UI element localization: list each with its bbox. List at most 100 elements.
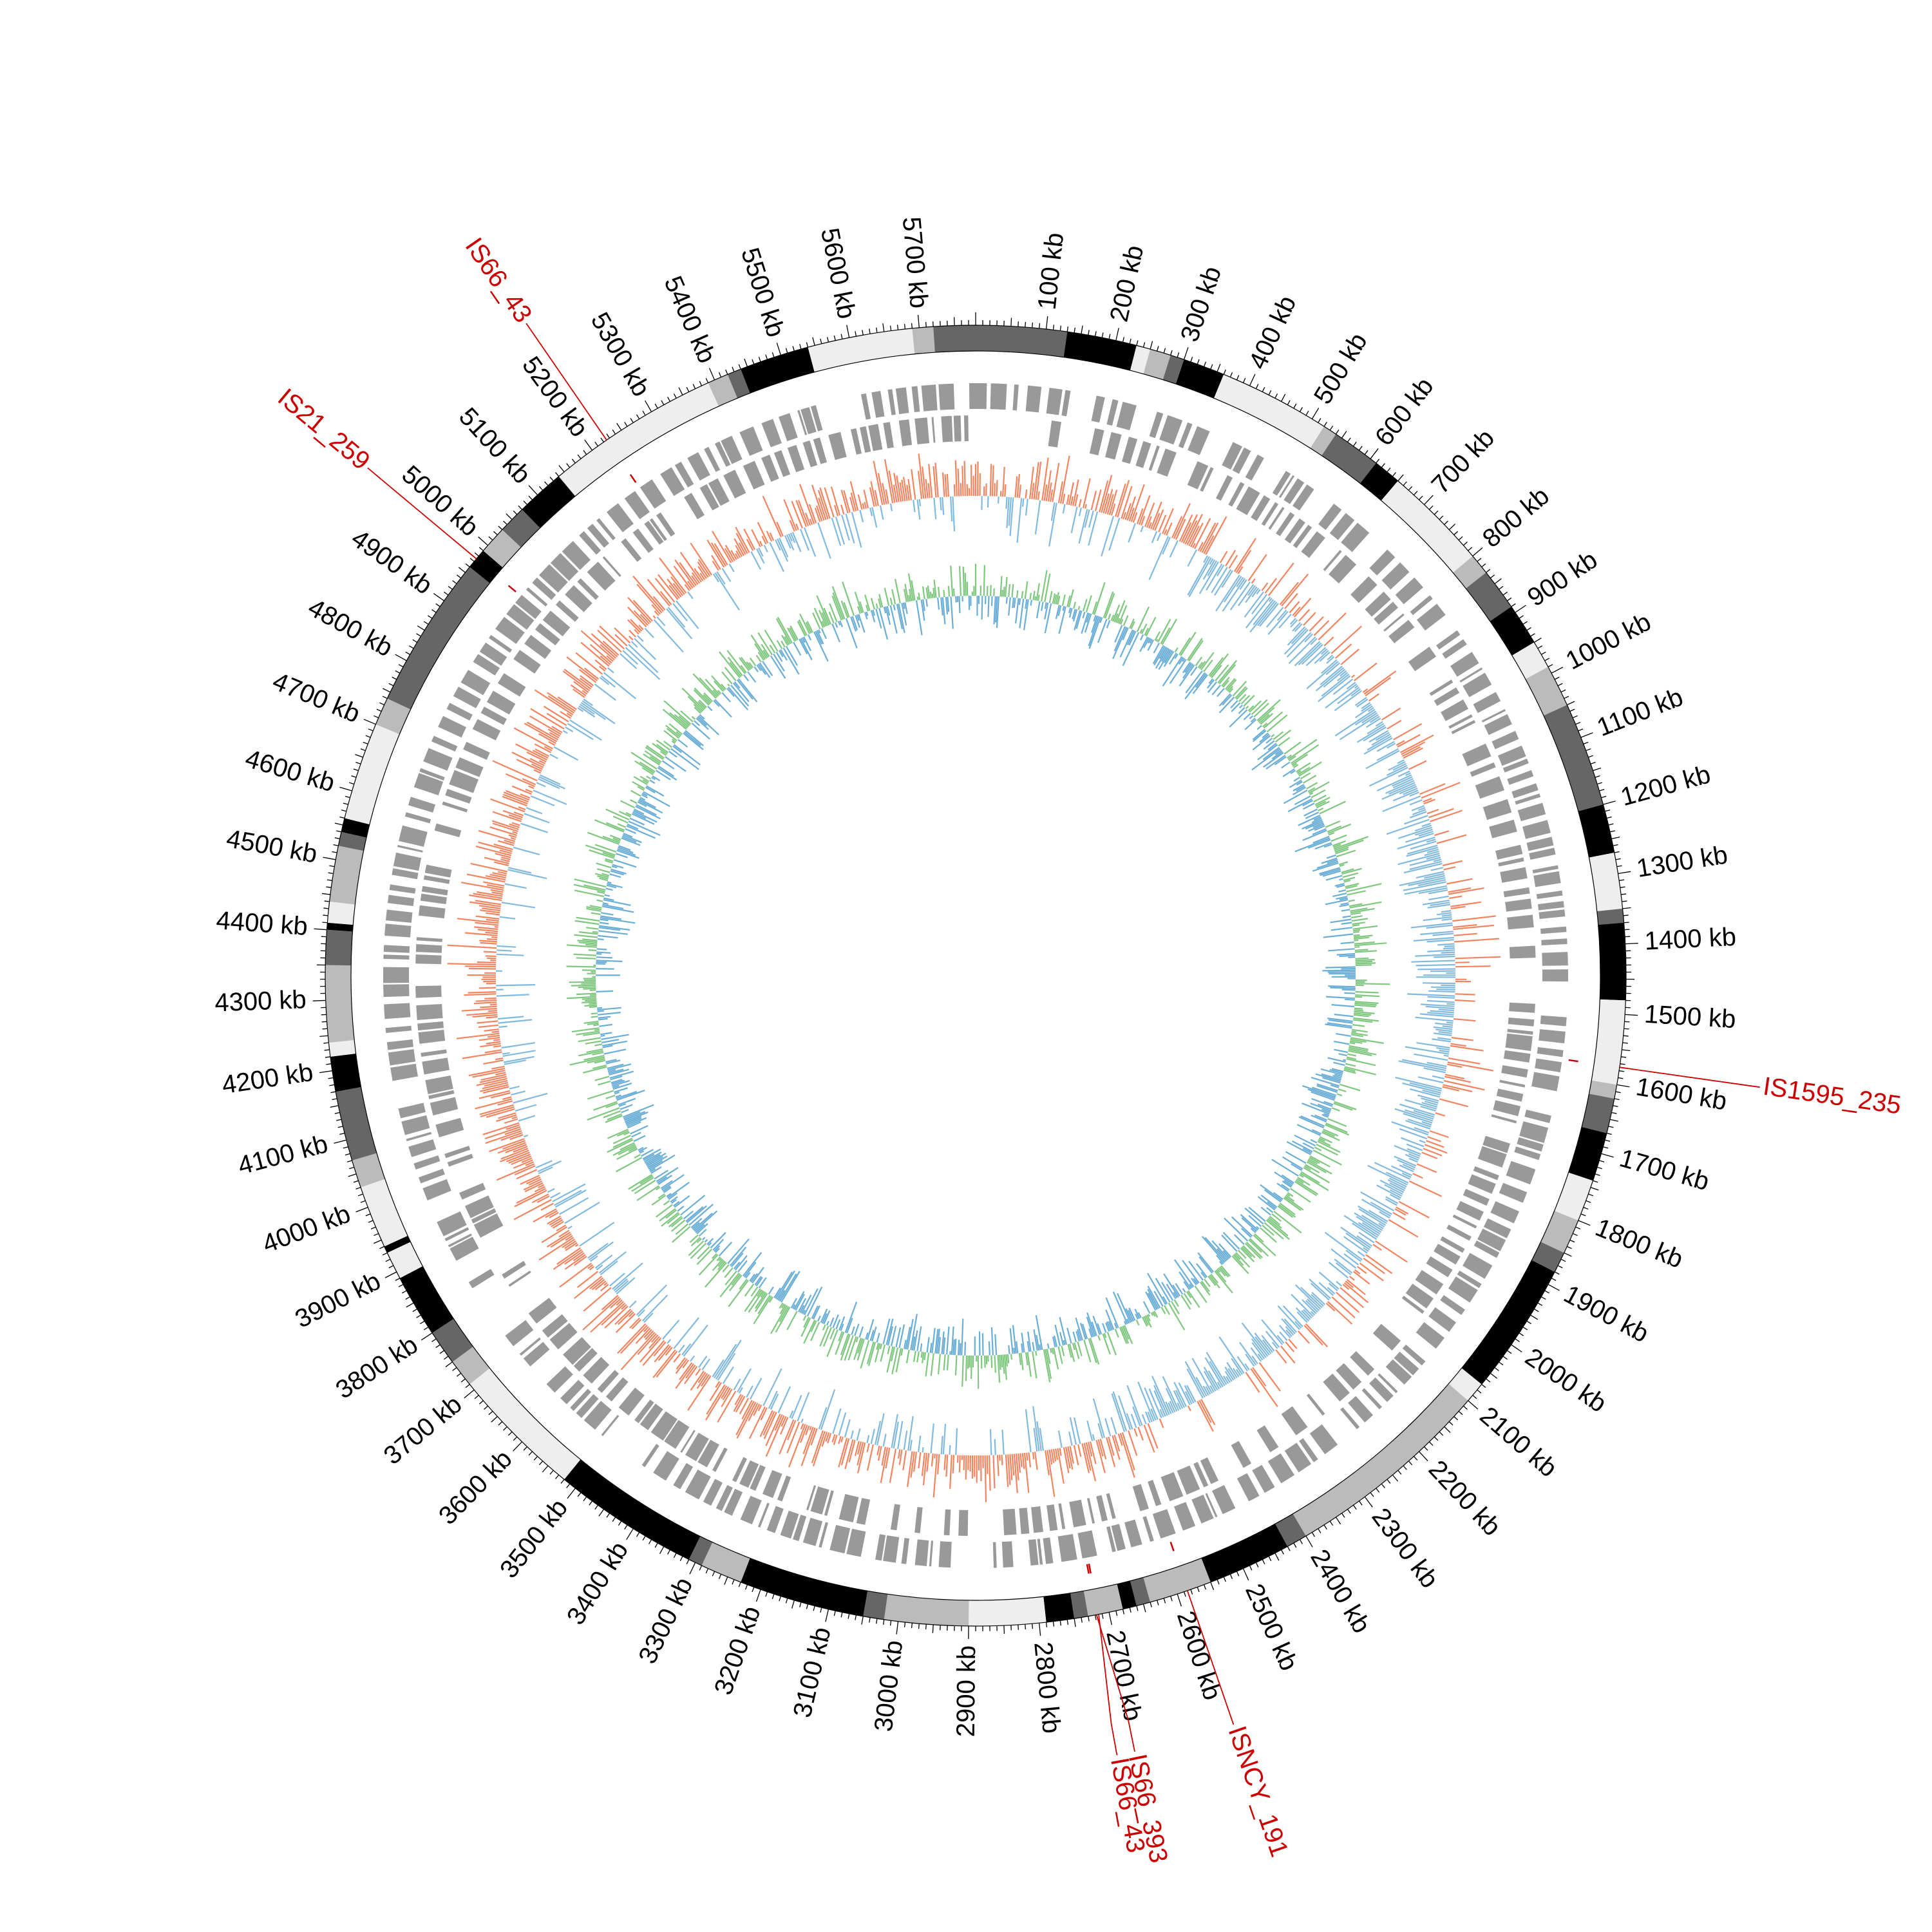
conservation-gap [683,775,717,800]
ideogram-band [741,347,815,393]
conservation-gap [1258,822,1294,841]
conservation-gap [1155,687,1190,726]
scale-label: 4300 kb [214,985,307,1017]
conservation-gap [630,903,668,913]
ideogram-band [912,327,935,354]
scale-label: 1500 kb [1643,1000,1737,1034]
scale-label: 3900 kb [290,1267,385,1334]
scale-label: 2600 kb [1171,1607,1227,1703]
conservation-gap [974,1289,980,1329]
ideogram-band [708,374,738,406]
conservation-gap [777,1235,805,1271]
gc-content-positive [566,564,1390,1389]
ideogram-band [1143,1558,1211,1602]
gc-content-track [566,564,1390,1389]
ideogram-band [1070,1591,1088,1619]
scale-label: 1800 kb [1591,1213,1687,1274]
ideogram-band [522,476,576,528]
ideogram-band [1201,1524,1288,1582]
scale-label: 300 kb [1175,263,1227,345]
is-label: IS1595_235 [1761,1072,1903,1120]
ideogram-band [933,325,976,353]
ideogram-band [727,369,750,399]
ideogram-band [330,1053,361,1092]
scale-label: 5600 kb [815,225,861,321]
ideogram-band [1043,1593,1075,1623]
scale-label: 1600 kb [1634,1072,1729,1115]
ideogram-band [1582,1094,1615,1133]
conservation-gap [1271,1081,1308,1097]
scale-label: 5700 kb [897,216,933,310]
scale-label: 5500 kb [735,245,790,341]
scale-label: 3300 kb [633,1573,698,1668]
ideogram-band [338,831,366,851]
scale-label: 4600 kb [242,744,338,798]
conservation-gap [665,1124,703,1150]
ideogram-band [375,698,411,735]
conservation-gap [1192,720,1222,752]
scale-label: 200 kb [1104,243,1149,325]
conservation-gap [822,656,843,693]
ideogram-band [688,1536,713,1566]
conservation-gap [1237,781,1271,804]
conservation-gap [1289,984,1328,988]
conservation-gap [1272,859,1309,875]
ideogram-band [564,1459,701,1560]
scale-label: 4500 kb [224,824,319,869]
ideogram-band [325,965,355,1043]
scale-label: 3000 kb [869,1639,909,1734]
ideogram-band [1360,463,1398,501]
scale-label: 3100 kb [788,1624,837,1720]
ideogram-band [1275,1513,1306,1547]
ideogram-band [1554,1172,1593,1221]
scale-label: 700 kb [1426,424,1500,499]
scale-label: 100 kb [1033,231,1070,311]
conservation-gap [1276,875,1314,889]
ideogram-band [387,1242,423,1278]
conservation-gap [623,984,662,989]
ideogram-band [808,328,915,372]
gene-strand-forward [383,383,1568,1568]
conservation-gap [1213,1179,1244,1207]
conservation-gap [642,855,681,874]
conservation-gap [1233,1151,1268,1177]
conservation-track [623,624,1328,1329]
ideogram-band [1063,332,1137,371]
ideogram-band [483,529,521,568]
scale-label: 500 kb [1309,328,1373,409]
ideogram-band [1531,1242,1564,1272]
ideogram-band [1175,359,1224,399]
scale-label: 2900 kb [952,1645,981,1738]
ideogram-band [1543,705,1604,811]
is-leader-line [1619,1066,1760,1088]
scale-label: 2700 kb [1101,1628,1147,1723]
is-marker [507,585,516,592]
ideogram-band [1130,345,1151,374]
is-label: IS66_43 [460,232,538,328]
ideogram-band [327,922,354,932]
ideogram-band [387,567,490,710]
ideogram-band [328,1039,356,1057]
scale-label: 3500 kb [495,1494,573,1584]
conservation-gap [859,642,875,679]
scale-label: 4800 kb [303,593,397,662]
scale-label: 1900 kb [1559,1280,1653,1348]
is-leader-line [1095,1615,1135,1752]
ideogram-band [345,724,400,825]
scale-label: 2300 kb [1367,1503,1444,1593]
ideogram-band [1525,667,1567,716]
ideogram-band [341,818,370,838]
conservation-gap [1066,638,1083,676]
ideogram-band [1293,1383,1468,1537]
tick-marks [312,312,1638,1639]
conservation-gap [996,624,1007,663]
scale-label: 2200 kb [1423,1455,1506,1541]
scale-label: 4000 kb [258,1200,354,1259]
ideogram-band [884,1594,969,1626]
ideogram-band [336,1087,377,1160]
scale-label: 2000 kb [1520,1343,1611,1418]
gc-skew-negative [495,496,1456,1455]
gc-skew-track [447,453,1501,1502]
